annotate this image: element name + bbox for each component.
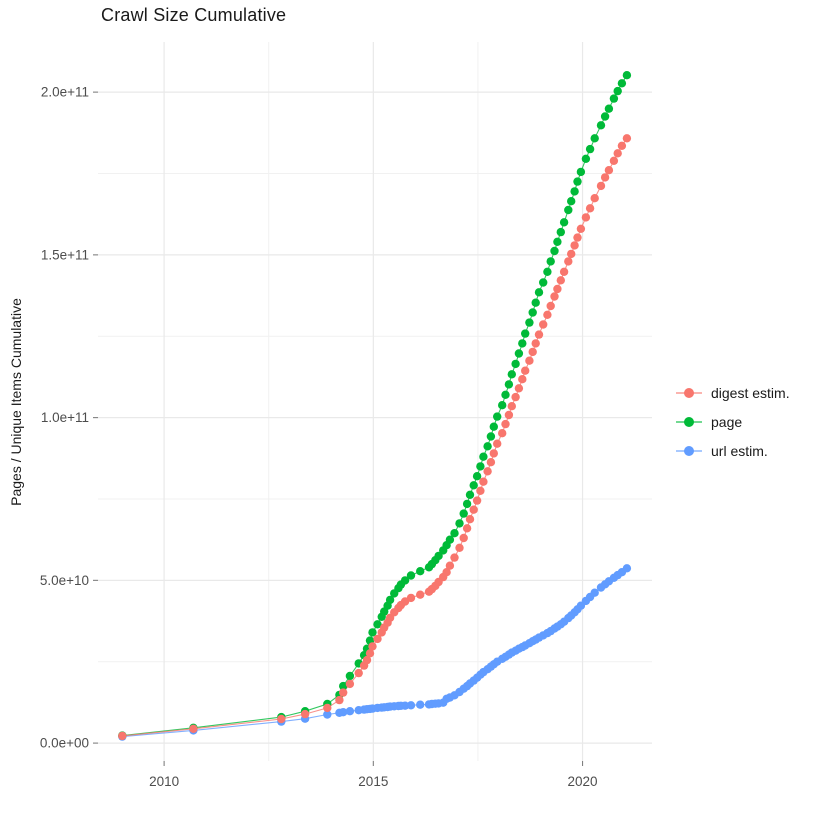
legend-key-digest-icon [676,386,702,400]
y-tick-label: 1.0e+11 [41,410,89,425]
legend: digest estim. page url estim. [676,378,790,465]
axis-ticks [93,91,584,766]
y-tick-labels: 0.0e+00 5.0e+10 1.0e+11 1.5e+11 2.0e+11 [40,85,89,751]
legend-key-url-icon [676,444,702,458]
y-tick-label: 5.0e+10 [40,573,89,588]
series-points-url-estim- [118,564,632,741]
x-tick-labels: 2010 2015 2020 [149,774,597,789]
legend-label-digest: digest estim. [711,384,790,401]
legend-item-page: page [676,407,790,436]
y-tick-label: 1.5e+11 [41,247,89,262]
grid-minor [98,42,652,761]
x-tick-label: 2015 [358,774,388,789]
x-tick-label: 2020 [568,774,598,789]
legend-label-url: url estim. [711,442,768,459]
y-tick-label: 0.0e+00 [40,736,89,751]
series-points-digest-estim- [118,134,632,741]
chart-title: Crawl Size Cumulative [101,5,287,25]
legend-key-page-icon [676,415,702,429]
legend-item-digest-estim: digest estim. [676,378,790,407]
x-tick-label: 2010 [149,774,179,789]
legend-label-page: page [711,413,743,430]
legend-item-url-estim: url estim. [676,436,790,465]
grid-major [98,42,652,761]
y-tick-label: 2.0e+11 [41,85,89,100]
